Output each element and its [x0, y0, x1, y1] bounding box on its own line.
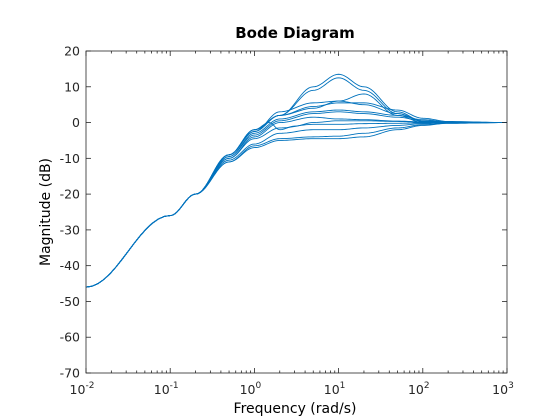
x-axis-label: Frequency (rad/s) — [234, 401, 357, 417]
x-tick-exponent: 1 — [340, 381, 346, 391]
y-axis-label: Magnitude (dB) — [38, 158, 54, 266]
x-tick-exponent: -2 — [85, 381, 94, 391]
x-tick-base: 10 — [408, 382, 424, 397]
y-tick-label: -10 — [60, 151, 80, 166]
x-tick-label: 10-2 — [70, 381, 95, 397]
series-line-13 — [85, 120, 507, 288]
y-tick-label: -60 — [60, 330, 80, 345]
plot-frame — [85, 50, 508, 374]
x-tick-exponent: -1 — [170, 381, 179, 391]
y-tick-label: -70 — [60, 366, 80, 381]
y-tick-label: 10 — [64, 79, 80, 94]
x-tick-label: 10-1 — [154, 381, 179, 397]
x-tick-exponent: 2 — [424, 381, 430, 391]
x-tick-label: 103 — [492, 381, 514, 397]
x-tick-base: 10 — [154, 382, 170, 397]
x-tick-base: 10 — [240, 382, 256, 397]
x-tick-label: 101 — [324, 381, 346, 397]
y-tick-label: 0 — [72, 115, 80, 130]
y-tick-label: -20 — [60, 187, 80, 202]
x-tick-label: 100 — [240, 381, 262, 397]
x-tick-label: 102 — [408, 381, 430, 397]
y-tick-label: -40 — [60, 258, 80, 273]
plot-area — [86, 51, 507, 373]
y-tick-label: 20 — [64, 44, 80, 59]
x-tick-base: 10 — [70, 382, 86, 397]
y-tick-label: -30 — [60, 222, 80, 237]
x-tick-exponent: 0 — [255, 381, 261, 391]
x-tick-exponent: 3 — [508, 381, 514, 391]
x-tick-base: 10 — [492, 382, 508, 397]
chart-title: Bode Diagram — [235, 24, 354, 42]
x-tick-base: 10 — [324, 382, 340, 397]
y-tick-label: -50 — [60, 294, 80, 309]
series-layer — [85, 73, 508, 288]
